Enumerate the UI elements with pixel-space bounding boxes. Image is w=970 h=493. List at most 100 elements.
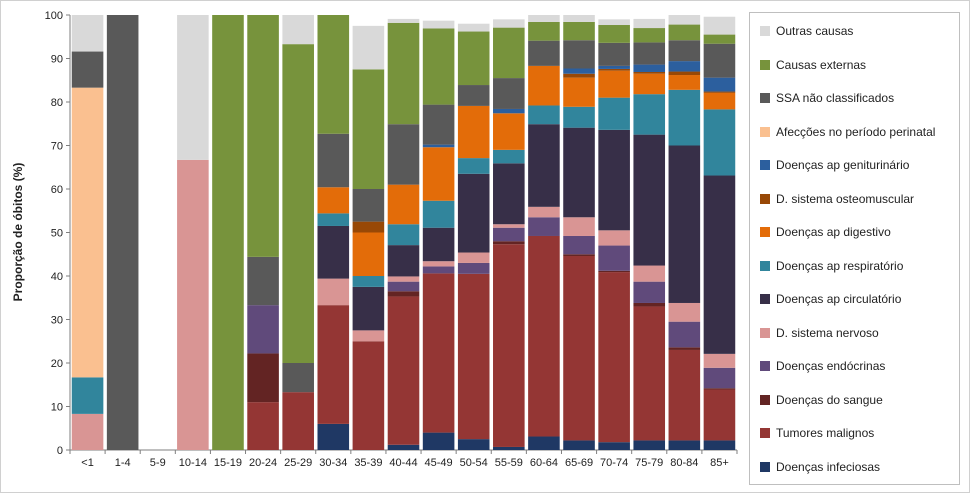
bar-segment — [563, 15, 595, 22]
legend-item: Doenças infeciosas — [760, 459, 880, 475]
legend-label: Doenças ap circulatório — [776, 292, 902, 306]
bar-segment — [633, 42, 666, 65]
bar-segment — [528, 124, 560, 207]
bar-segment — [352, 286, 385, 331]
bar-segment — [422, 432, 455, 450]
x-tick-label: 20-24 — [249, 457, 277, 469]
bar-segment — [703, 16, 736, 35]
legend-label: Doenças ap digestivo — [776, 225, 891, 239]
x-tick-label: 55-59 — [495, 457, 523, 469]
bar-segment — [598, 245, 630, 271]
bar-segment — [633, 71, 666, 74]
y-tick-label: 40 — [51, 271, 63, 283]
bar-segment — [563, 40, 595, 69]
x-tick-label: 65-69 — [565, 457, 593, 469]
bar-segment — [668, 347, 701, 350]
bar-segment — [387, 296, 420, 445]
bar-segment — [528, 21, 560, 41]
bar-segment — [387, 124, 420, 185]
legend-swatch — [760, 461, 770, 472]
legend-swatch — [760, 294, 770, 304]
bar-segment — [352, 221, 385, 233]
x-tick-label: 75-79 — [635, 457, 663, 469]
legend: Outras causas Causas externas SSA não clas… — [749, 12, 960, 485]
bar-segment — [598, 42, 630, 66]
bar-segment — [317, 133, 350, 188]
legend-swatch — [760, 361, 770, 371]
bar-segment — [352, 330, 385, 342]
bar-segment — [247, 305, 279, 354]
bar-segment — [387, 291, 420, 297]
bar-segment — [703, 43, 736, 78]
y-tick-label: 100 — [45, 10, 63, 22]
bar-segment — [247, 15, 279, 257]
x-tick-label: 30-34 — [319, 457, 347, 469]
bar-segment — [457, 173, 490, 253]
legend-label: D. sistema osteomuscular — [776, 191, 915, 206]
x-tick-label: 35-39 — [354, 457, 382, 469]
bar-segment — [563, 255, 595, 441]
bar-segment — [177, 15, 209, 160]
bar-segment — [457, 439, 490, 450]
bar-segment — [668, 15, 701, 25]
bar-segment — [457, 23, 490, 32]
legend-swatch — [760, 160, 770, 170]
plot-area: 0 10 20 30 40 50 60 70 80 90 100 <1 1-4 5-9 10-14 15-19… — [45, 10, 738, 469]
bar-segment — [668, 61, 701, 72]
bar-segment — [352, 25, 385, 70]
bar-segment — [317, 278, 350, 306]
y-tick-label: 80 — [51, 97, 63, 109]
bar-segment — [493, 113, 525, 150]
bar-segment — [703, 175, 736, 354]
bar-segment — [703, 92, 736, 110]
bar-segment — [668, 75, 701, 90]
bar-segment — [703, 109, 736, 176]
bar-segment — [317, 305, 350, 424]
legend-item: Afecções no período perinatal — [760, 124, 935, 140]
legend-label: Outras causas — [776, 24, 854, 38]
legend-item: D. sistema osteomuscular — [760, 191, 914, 207]
bar-segment — [528, 217, 560, 236]
legend-label: Doenças endócrinas — [776, 359, 886, 373]
bar-segment — [598, 230, 630, 246]
y-tick-label: 60 — [51, 184, 63, 196]
legend-item: Doenças ap circulatório — [760, 291, 901, 307]
bar-segment — [247, 353, 279, 403]
bar-segment — [457, 158, 490, 174]
bar-segment — [493, 78, 525, 109]
bar-segment — [668, 40, 701, 62]
bar-segment — [317, 213, 350, 226]
legend-swatch — [760, 394, 770, 405]
bar-segment — [352, 276, 385, 287]
legend-label: Afecções no período perinatal — [776, 124, 936, 139]
legend-label: Tumores malignos — [776, 426, 875, 440]
bar-segment — [563, 21, 595, 41]
bar-segment — [317, 225, 350, 279]
legend-label: SSA não classificados — [776, 91, 895, 105]
bar-segment — [563, 235, 595, 255]
bar-segment — [598, 272, 630, 443]
x-tick-label: <1 — [81, 457, 94, 469]
legend-swatch — [760, 126, 770, 137]
x-tick-label: 85+ — [710, 457, 729, 469]
bar-segment — [493, 227, 525, 242]
bar-segment — [528, 40, 560, 66]
bar-segment — [457, 105, 490, 159]
bar-segment — [703, 388, 736, 390]
legend-swatch — [760, 26, 770, 36]
bar-segment — [493, 163, 525, 225]
bar-segment — [457, 85, 490, 106]
bar-segment — [457, 262, 490, 274]
bar-segment — [633, 302, 666, 307]
bar-segment — [633, 306, 666, 441]
bar-segment — [493, 244, 525, 447]
bar-segment — [528, 105, 560, 125]
bar-segment — [598, 25, 630, 43]
bar-segment — [493, 27, 525, 79]
bar-segment — [633, 134, 666, 266]
y-tick-label: 20 — [51, 358, 63, 370]
bar-segment — [317, 187, 350, 214]
bar-segment — [633, 94, 666, 135]
bar-segment — [703, 367, 736, 389]
